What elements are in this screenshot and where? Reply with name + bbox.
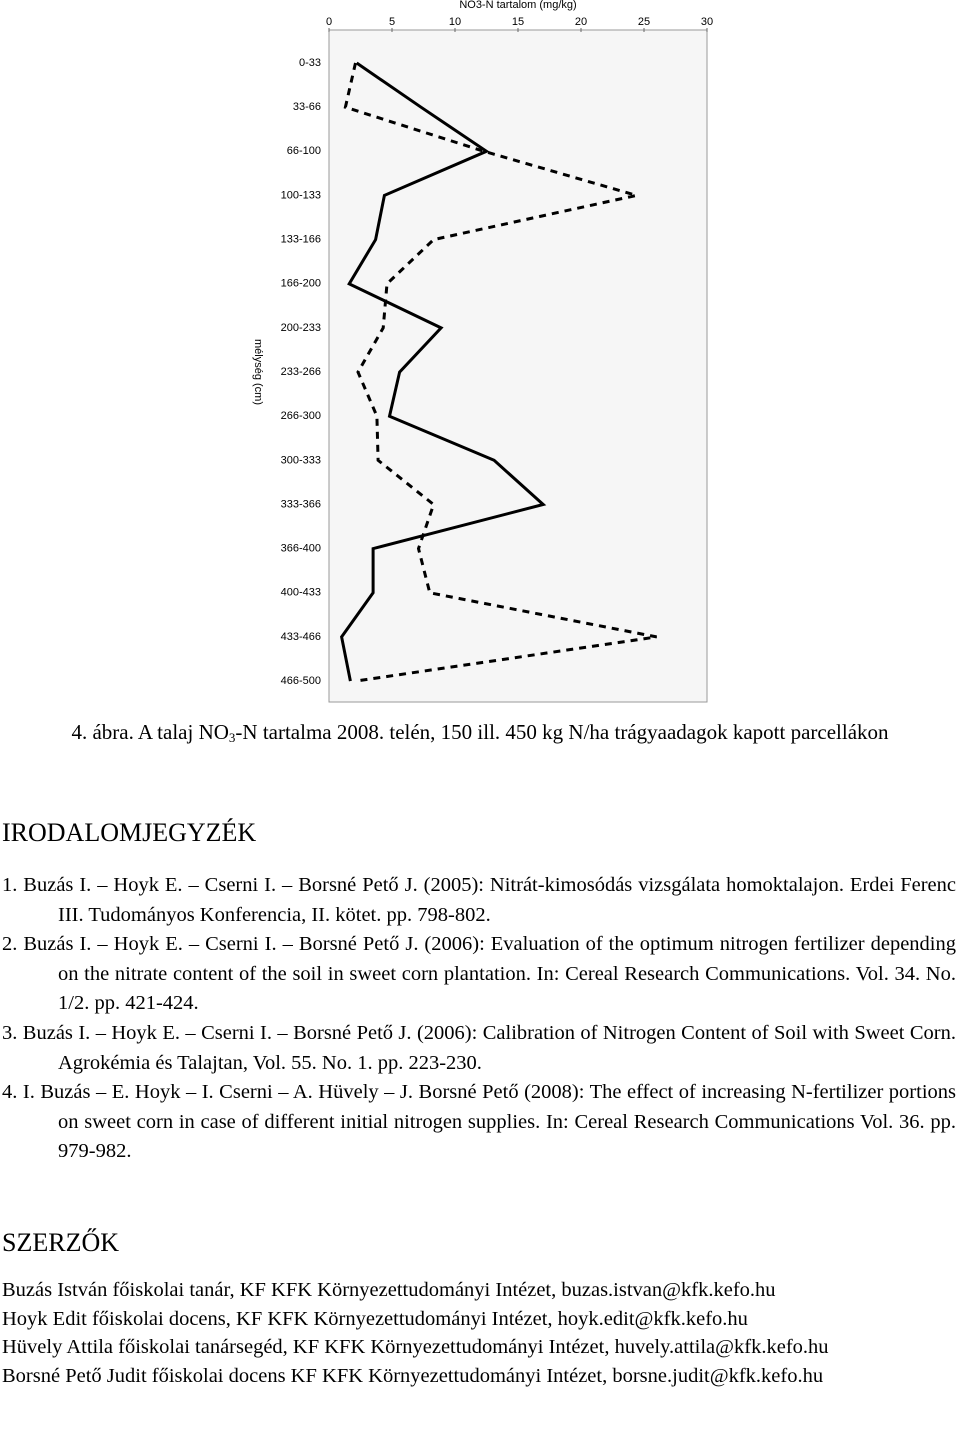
list-item: Hoyk Edit főiskolai docens, KF KFK Körny… — [2, 1307, 748, 1330]
list-item: 2. Buzás I. – Hoyk E. – Cserni I. – Bors… — [2, 933, 956, 1015]
list-item: Hüvely Attila főiskolai tanársegéd, KF K… — [2, 1336, 829, 1358]
y-tick-label: 300-333 — [281, 454, 321, 466]
x-tick-label: 0 — [326, 16, 332, 28]
y-tick-label: 266-300 — [281, 410, 321, 422]
y-tick-label: 400-433 — [281, 587, 321, 599]
list-item: Borsné Pető Judit főiskolai docens KF KF… — [2, 1364, 824, 1387]
y-tick-label: 100-133 — [281, 189, 321, 201]
list-item: 1. Buzás I. – Hoyk E. – Cserni I. – Bors… — [2, 874, 956, 926]
y-tick-label: 33-66 — [293, 101, 321, 113]
y-tick-label: 66-100 — [287, 145, 321, 157]
x-tick-label: 25 — [638, 16, 650, 28]
x-tick-label: 15 — [512, 16, 524, 28]
y-tick-label: 366-400 — [281, 543, 321, 555]
caption-text: 4. ábra. A talaj NO — [71, 720, 229, 744]
y-tick-label: 466-500 — [281, 675, 321, 687]
y-tick-label: 133-166 — [281, 234, 321, 246]
list-item: 4. I. Buzás – E. Hoyk – I. Cserni – A. H… — [2, 1081, 956, 1163]
y-tick-label: 0-33 — [299, 57, 321, 69]
x-tick-label: 5 — [389, 16, 395, 28]
list-item: Buzás István főiskolai tanár, KF KFK Kör… — [2, 1279, 776, 1301]
x-tick-label: 10 — [449, 16, 461, 28]
y-tick-label: 200-233 — [281, 322, 321, 334]
caption-subscript: 3 — [228, 730, 236, 745]
chart-title: NO3-N tartalom (mg/kg) — [459, 0, 576, 11]
y-axis-label: mélység (cm) — [252, 339, 264, 405]
chart: NO3-N tartalom (mg/kg) mélység (cm) 0 5 10… — [252, 0, 713, 703]
list-item: 3. Buzás I. – Hoyk E. – Cserni I. – Bors… — [2, 1021, 956, 1074]
y-tick-label: 166-200 — [281, 278, 321, 290]
heading: IRODALOMJEGYZÉK — [2, 818, 257, 847]
caption: 4. ábra. A talaj NO3-N tartalma 2008. te… — [0, 718, 960, 747]
author-list: Buzás István főiskolai tanár, KF KFK Kör… — [2, 1276, 956, 1390]
data-line — [343, 62, 657, 683]
heading: SZERZŐK — [2, 1228, 119, 1257]
y-tick-label: 433-466 — [281, 631, 321, 643]
x-tick-label: 20 — [575, 16, 587, 28]
caption-text: -N tartalma 2008. telén, 150 ill. 450 kg… — [235, 720, 889, 744]
y-tick-label: 333-366 — [281, 498, 321, 510]
data-line — [340, 61, 547, 682]
reference-list: 1. Buzás I. – Hoyk E. – Cserni I. – Bors… — [2, 871, 956, 1167]
y-tick-label: 233-266 — [281, 366, 321, 378]
plot-area — [328, 29, 708, 703]
x-tick-label: 30 — [701, 16, 713, 28]
